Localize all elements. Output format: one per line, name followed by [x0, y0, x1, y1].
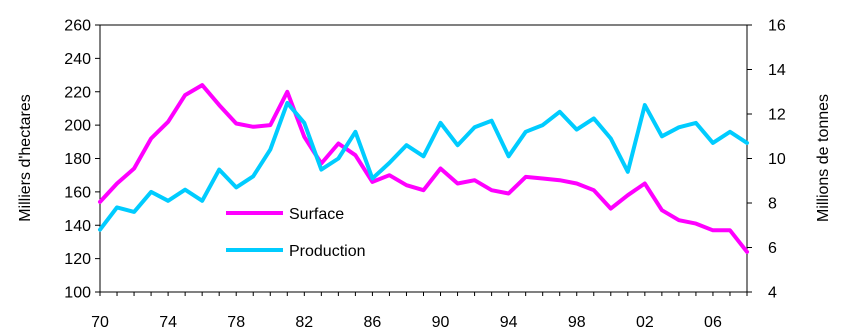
x-tick-label: 86: [364, 314, 382, 331]
left-y-tick-label: 220: [64, 84, 91, 101]
left-y-tick-label: 120: [64, 251, 91, 268]
x-tick-label: 90: [432, 314, 450, 331]
y2-axis-label: Millions de tonnes: [815, 94, 832, 222]
x-tick-label: 02: [636, 314, 654, 331]
plot-area-frame: [99, 24, 748, 293]
x-tick-label: 06: [704, 314, 722, 331]
right-y-tick-label: 8: [768, 196, 777, 213]
left-y-tick-label: 200: [64, 118, 91, 135]
x-tick-label: 74: [159, 314, 177, 331]
legend-label-production: Production: [289, 243, 366, 260]
right-y-tick-label: 16: [768, 18, 786, 35]
legend: Surface Production: [226, 206, 366, 260]
series-layer: [98, 83, 749, 254]
x-tick-label: 82: [295, 314, 313, 331]
left-y-tick-label: 100: [64, 285, 91, 302]
series-line-surface: [98, 83, 749, 254]
left-y-axis: 100 120 140 160 180 200 220 240 260: [64, 18, 100, 302]
left-y-tick-label: 260: [64, 18, 91, 35]
right-y-tick-label: 10: [768, 151, 786, 168]
right-y-tick-label: 4: [768, 285, 777, 302]
left-y-tick-label: 140: [64, 218, 91, 235]
right-y-tick-label: 12: [768, 107, 786, 124]
y-axis-label: Milliers d'hectares: [17, 94, 34, 222]
left-y-tick-label: 180: [64, 151, 91, 168]
x-tick-label: 78: [227, 314, 245, 331]
x-axis: 70 74 78 82 86 90 94 98 02 06: [91, 292, 748, 331]
left-y-tick-label: 240: [64, 51, 91, 68]
right-y-tick-label: 14: [768, 62, 786, 79]
right-y-axis: 4 6 8 10 12 14 16: [747, 18, 786, 302]
series-line-production: [98, 100, 749, 232]
left-y-tick-label: 160: [64, 184, 91, 201]
x-tick-label: 94: [500, 314, 518, 331]
legend-label-surface: Surface: [289, 206, 344, 223]
x-tick-label: 70: [91, 314, 109, 331]
right-y-tick-label: 6: [768, 240, 777, 257]
x-tick-label: 98: [568, 314, 586, 331]
